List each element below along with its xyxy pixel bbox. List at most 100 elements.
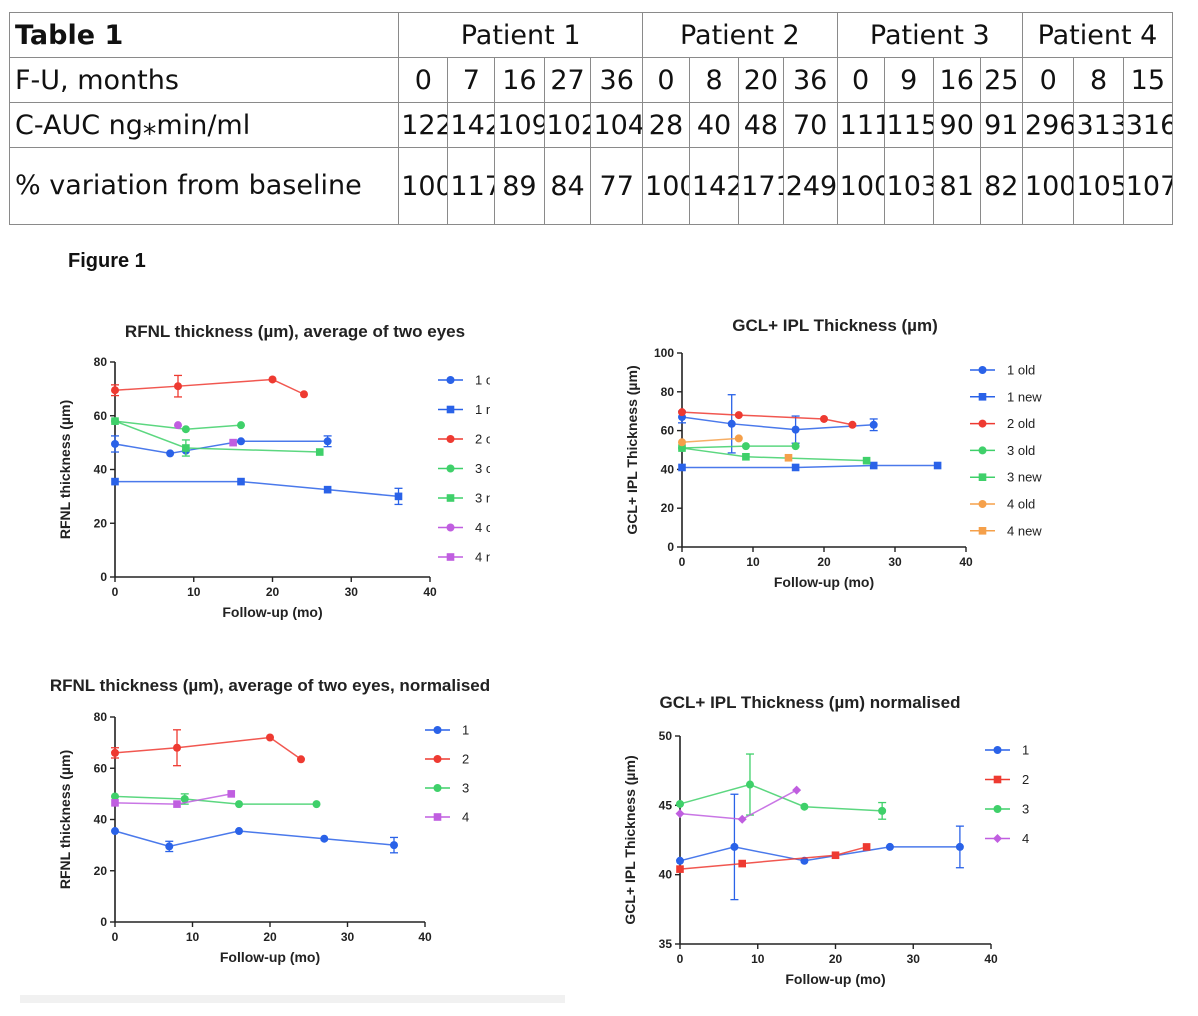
data-point: [165, 842, 174, 851]
legend-item: 3: [425, 781, 469, 796]
chart-gcl-ipl-thickness-normalised: GCL+ IPL Thickness (µm) normalised 35 40 45…: [610, 680, 1130, 1000]
data-point: [180, 795, 189, 803]
legend-label: 1 old: [475, 373, 490, 388]
table-cell: 142: [447, 102, 496, 148]
series-line: [681, 411, 853, 426]
row-label: F-U, months: [8, 57, 400, 103]
data-point: [791, 463, 800, 472]
x-tick-label: 20: [266, 585, 280, 599]
legend-item: 1: [425, 723, 469, 738]
x-axis-label: Follow-up (mo): [785, 971, 885, 987]
legend-label: 2: [462, 752, 469, 767]
legend-item: 3 old: [438, 461, 490, 476]
series-4: [675, 785, 802, 824]
series-line: [679, 783, 883, 812]
legend-label: 4: [462, 810, 469, 825]
data-point: [784, 453, 793, 462]
legend-item: 1 old: [970, 363, 1035, 378]
x-tick-label: 10: [186, 930, 200, 944]
y-tick-label: 45: [659, 798, 673, 812]
data-point: [742, 452, 750, 461]
data-point: [792, 785, 802, 795]
table-cell: 36: [782, 57, 838, 103]
series-3: [111, 792, 321, 809]
legend-label: 3: [1022, 802, 1029, 817]
table-cell: 117: [447, 147, 496, 225]
data-point: [869, 461, 878, 470]
legend-marker: [978, 366, 987, 374]
legend-marker: [446, 405, 455, 414]
table-cell: 102: [543, 102, 592, 148]
figure-title: Figure 1: [68, 250, 146, 272]
legend-item: 1 new: [970, 389, 1042, 404]
legend-marker: [978, 419, 987, 428]
legend-marker: [978, 500, 987, 508]
legend-marker: [993, 834, 1002, 843]
x-tick-label: 20: [263, 930, 277, 944]
x-tick-label: 40: [418, 930, 432, 944]
data-point: [323, 437, 332, 446]
legend-item: 2: [425, 752, 469, 767]
series-line: [681, 447, 867, 462]
y-tick-label: 60: [661, 424, 675, 438]
series-line: [679, 846, 960, 862]
series-3-new: [111, 417, 324, 457]
series-line: [114, 830, 395, 848]
legend-item: 3 new: [970, 470, 1042, 485]
legend-marker: [446, 376, 455, 384]
y-tick-label: 50: [659, 729, 673, 743]
series-3: [676, 753, 887, 820]
legend-marker: [446, 464, 455, 473]
chart-svg: RFNL thickness (µm), average of two eyes…: [50, 676, 490, 965]
x-tick-label: 0: [112, 585, 119, 599]
table-cell: 296: [1021, 102, 1075, 148]
data-point: [312, 800, 321, 809]
series-2-old: [678, 408, 857, 429]
data-point: [300, 390, 308, 399]
y-tick-label: 20: [661, 501, 675, 515]
data-point: [111, 417, 119, 425]
y-tick-label: 35: [659, 937, 673, 951]
series-line: [679, 846, 867, 870]
data-point: [831, 851, 840, 860]
data-point: [727, 419, 736, 428]
table-cell: 104: [590, 102, 644, 148]
series-3-new: [678, 444, 871, 465]
data-point: [791, 425, 800, 434]
x-tick-label: 10: [746, 555, 760, 569]
series-line: [114, 736, 302, 760]
series-line: [115, 480, 399, 498]
x-tick-label: 0: [679, 555, 686, 569]
data-point: [166, 449, 175, 458]
patient-header: Patient 3: [836, 12, 1023, 58]
x-tick-label: 0: [677, 952, 684, 966]
table-cell: 0: [1021, 57, 1075, 103]
y-tick-label: 0: [667, 540, 674, 554]
data-point: [737, 814, 747, 824]
data-point: [390, 841, 398, 850]
legend-label: 2: [1022, 772, 1029, 787]
table-cell: 36: [590, 57, 644, 103]
chart-svg: GCL+ IPL Thickness (µm) normalised354045…: [622, 693, 1029, 987]
legend-marker: [446, 435, 455, 443]
table-cell: 27: [543, 57, 592, 103]
x-tick-label: 20: [829, 952, 843, 966]
y-tick-label: 60: [94, 409, 108, 423]
legend-item: 3 new: [438, 491, 490, 506]
series-2: [111, 729, 305, 767]
table-cell: 0: [642, 57, 690, 103]
chart-gcl-ipl-thickness: GCL+ IPL Thickness (µm) 0 20 40 60 80 100 0 10 20…: [610, 305, 1130, 605]
legend-item: 4 new: [970, 523, 1042, 538]
y-tick-label: 100: [654, 346, 674, 360]
data-point: [820, 414, 828, 423]
table-cell: 25: [979, 57, 1023, 103]
legend-item: 1: [985, 743, 1029, 758]
table-cell: 89: [494, 147, 545, 225]
y-axis-label: GCL+ IPL Thickness (µm): [622, 755, 638, 924]
patient-header: Patient 2: [642, 12, 838, 58]
data-point: [848, 420, 857, 429]
table-cell: 8: [688, 57, 740, 103]
legend-marker: [978, 446, 987, 455]
y-tick-label: 40: [659, 868, 673, 882]
data-point: [323, 485, 332, 494]
